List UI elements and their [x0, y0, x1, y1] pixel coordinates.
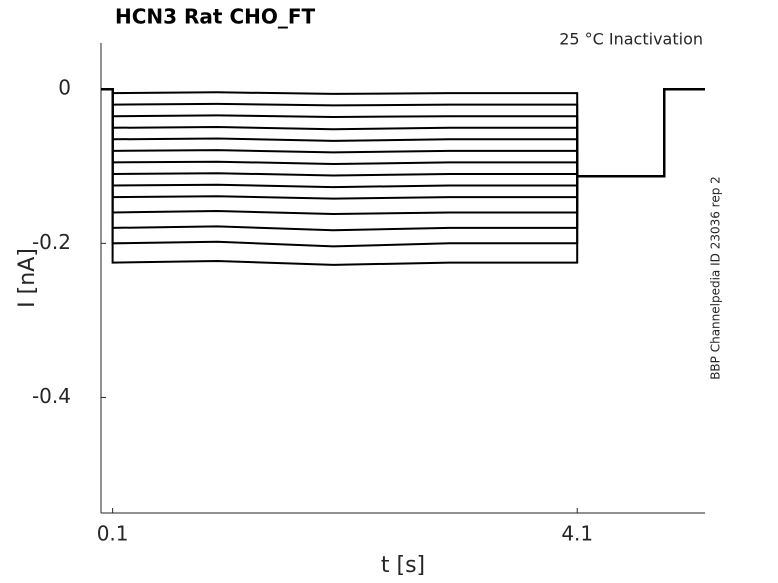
chart-title: HCN3 Rat CHO_FT — [115, 5, 316, 29]
trace — [101, 88, 705, 248]
x-axis-label: t [s] — [381, 553, 425, 578]
y-tick-label: 0 — [58, 76, 71, 100]
trace — [101, 88, 705, 232]
annotation: 25 °C Inactivation — [559, 30, 703, 49]
side-note: BBP Channelpedia ID 23036 rep 2 — [709, 176, 723, 380]
x-tick-label: 4.1 — [561, 522, 593, 546]
y-axis-label: I [nA] — [15, 248, 40, 308]
trace — [101, 88, 705, 266]
y-tick-label: -0.4 — [32, 384, 71, 408]
trace — [101, 88, 705, 178]
x-tick-label: 0.1 — [97, 522, 129, 546]
y-tick-label: -0.2 — [32, 230, 71, 254]
